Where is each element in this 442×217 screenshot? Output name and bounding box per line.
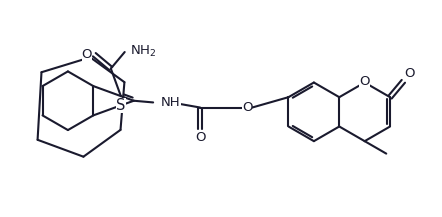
Text: O: O <box>242 101 252 114</box>
Text: O: O <box>195 131 206 144</box>
Text: S: S <box>116 98 126 113</box>
Text: NH: NH <box>161 96 180 109</box>
Text: O: O <box>359 75 370 88</box>
Text: NH$_2$: NH$_2$ <box>130 44 156 59</box>
Text: O: O <box>82 48 92 61</box>
Text: O: O <box>404 67 415 81</box>
